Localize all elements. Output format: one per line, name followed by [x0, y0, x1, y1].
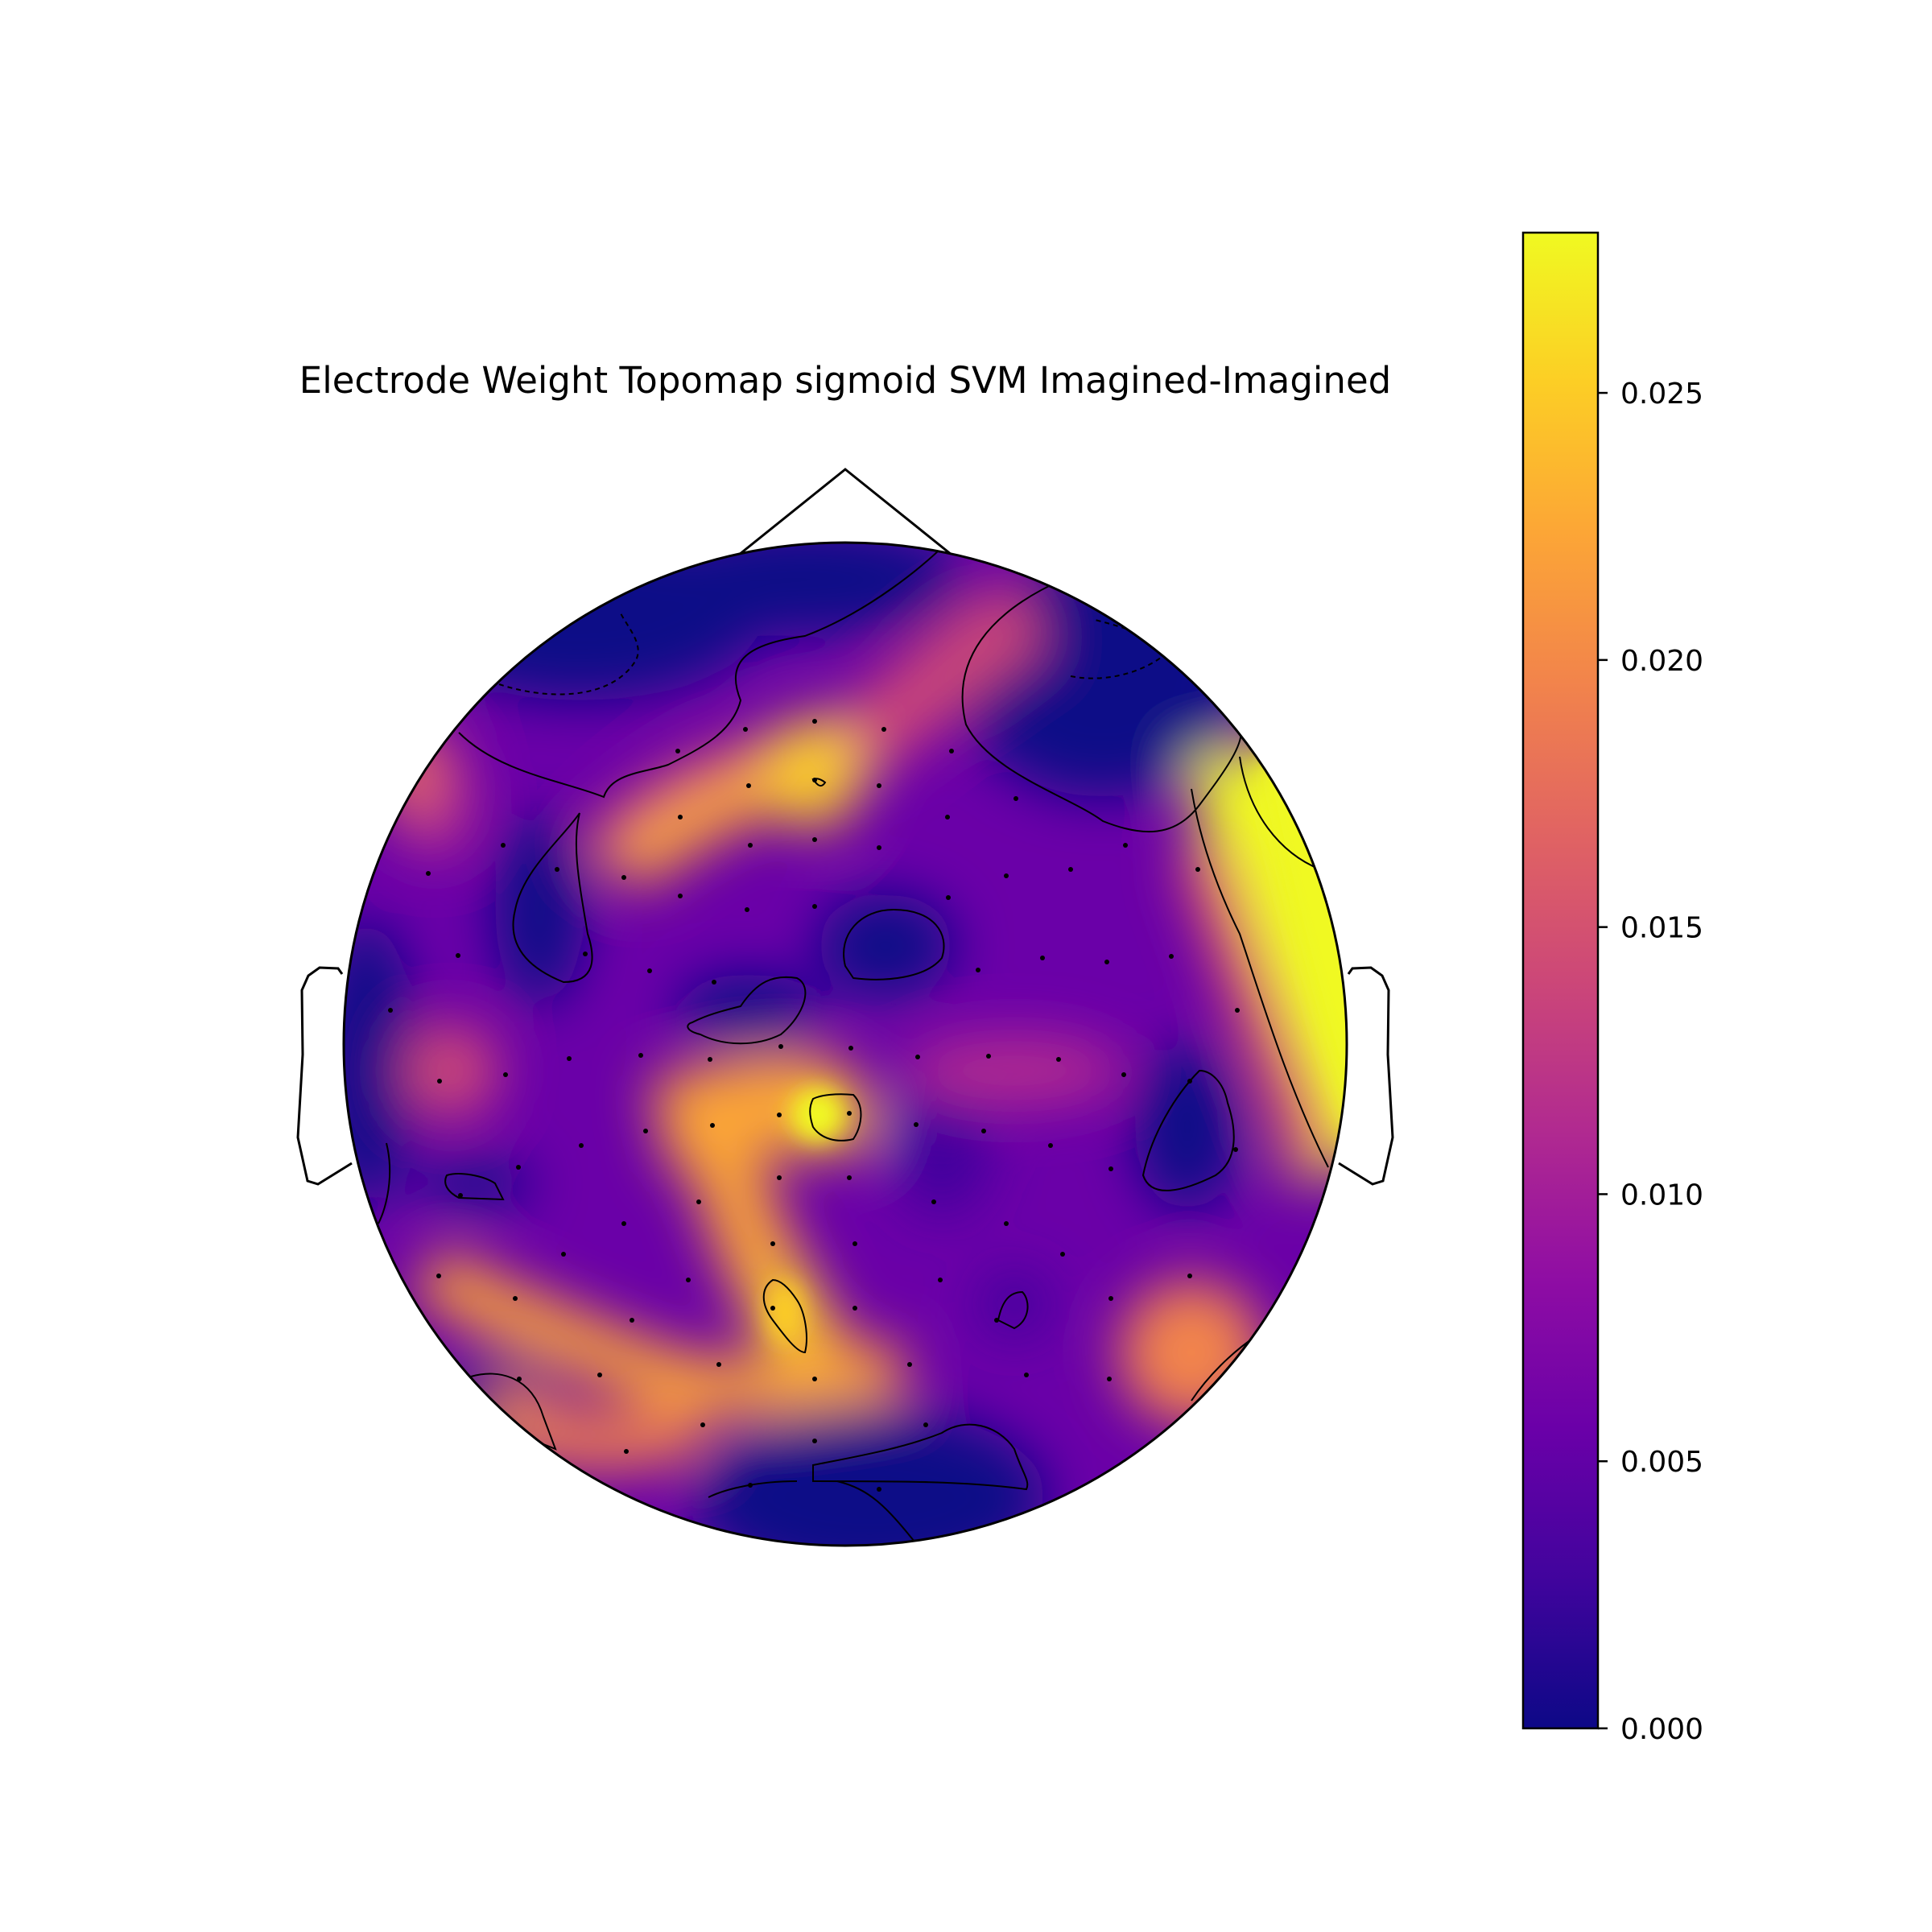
colorbar-tick-label: 0.005: [1620, 1446, 1703, 1479]
contour-lines: [378, 547, 1329, 1546]
colorbar-tick-label: 0.015: [1620, 912, 1703, 945]
topomap-field: [344, 543, 1347, 1546]
colorbar-tick-label: 0.000: [1620, 1713, 1703, 1746]
colorbar-tick-label: 0.010: [1620, 1179, 1703, 1212]
right-ear: [1338, 966, 1394, 1186]
colorbar: 0.000 0.005 0.010 0.015 0.020 0.025: [1521, 231, 1703, 1746]
nose: [738, 468, 952, 556]
head-circle: [342, 541, 1348, 1547]
colorbar-tick-label: 0.020: [1620, 645, 1703, 678]
left-ear: [296, 966, 353, 1186]
chart-title: Electrode Weight Topomap sigmoid SVM Ima…: [299, 359, 1391, 402]
colorbar-gradient: [1521, 231, 1600, 1730]
electrode-markers: [388, 719, 1240, 1492]
colorbar-ticks: 0.000 0.005 0.010 0.015 0.020 0.025: [1598, 378, 1703, 1746]
head-outline: [296, 468, 1394, 1186]
colorbar-tick-label: 0.025: [1620, 378, 1703, 411]
